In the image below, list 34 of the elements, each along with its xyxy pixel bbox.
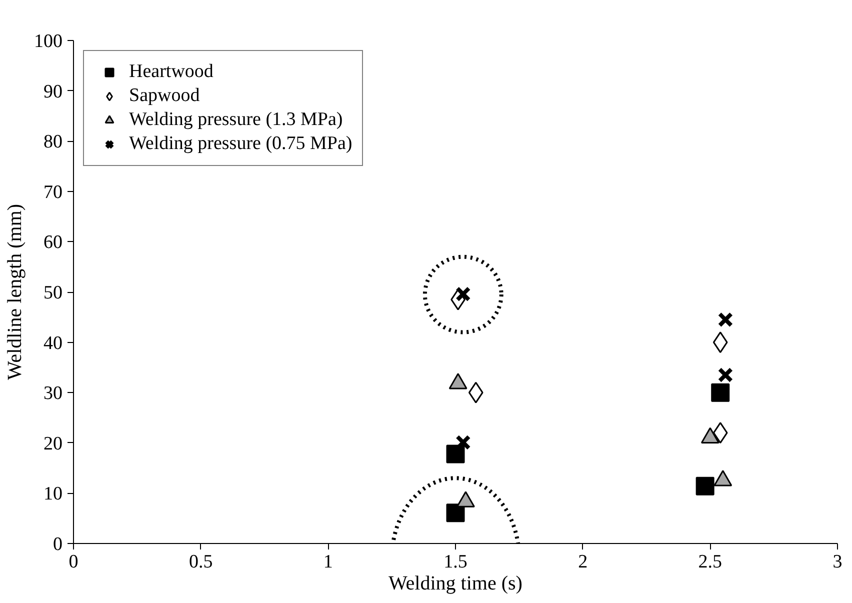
x-tick-label: 3 [832,552,842,572]
point [455,434,471,450]
legend-label: Welding pressure (1.3 MPa) [129,109,343,131]
point [696,476,714,496]
y-tick-label: 10 [44,484,62,505]
y-tick-label: 40 [44,332,62,354]
point [446,444,465,464]
point [718,312,734,328]
x-tick-label: 0.5 [188,552,213,572]
y-tick-label: 20 [44,433,62,454]
y-tick-label: 70 [44,182,62,203]
y-tick-label: 50 [44,282,62,304]
y-tick-label: 90 [44,81,62,102]
y-tick-label: 80 [44,132,62,153]
y-tick-label: 100 [34,31,62,52]
y-axis-title: Weldline length (mm) [4,204,26,380]
y-tick-label: 0 [53,534,62,555]
legend-label: Welding pressure (0.75 MPa) [129,133,352,155]
point [711,383,730,402]
x-tick-label: 1.5 [444,552,468,572]
legend-label: Heartwood [129,61,214,83]
point [468,382,484,404]
x-tick-label: 1 [323,552,333,572]
x-tick-label: 2.5 [698,552,722,572]
x-tick-label: 0 [68,552,78,572]
point [712,332,728,354]
y-tick-label: 60 [44,232,62,254]
x-tick-label: 2 [578,552,588,572]
point [718,367,734,383]
point [446,504,465,522]
point [712,422,728,444]
legend-label: Sapwood [129,85,200,107]
x-axis-title: Welding time (s) [388,572,522,594]
y-tick-label: 30 [44,383,62,404]
